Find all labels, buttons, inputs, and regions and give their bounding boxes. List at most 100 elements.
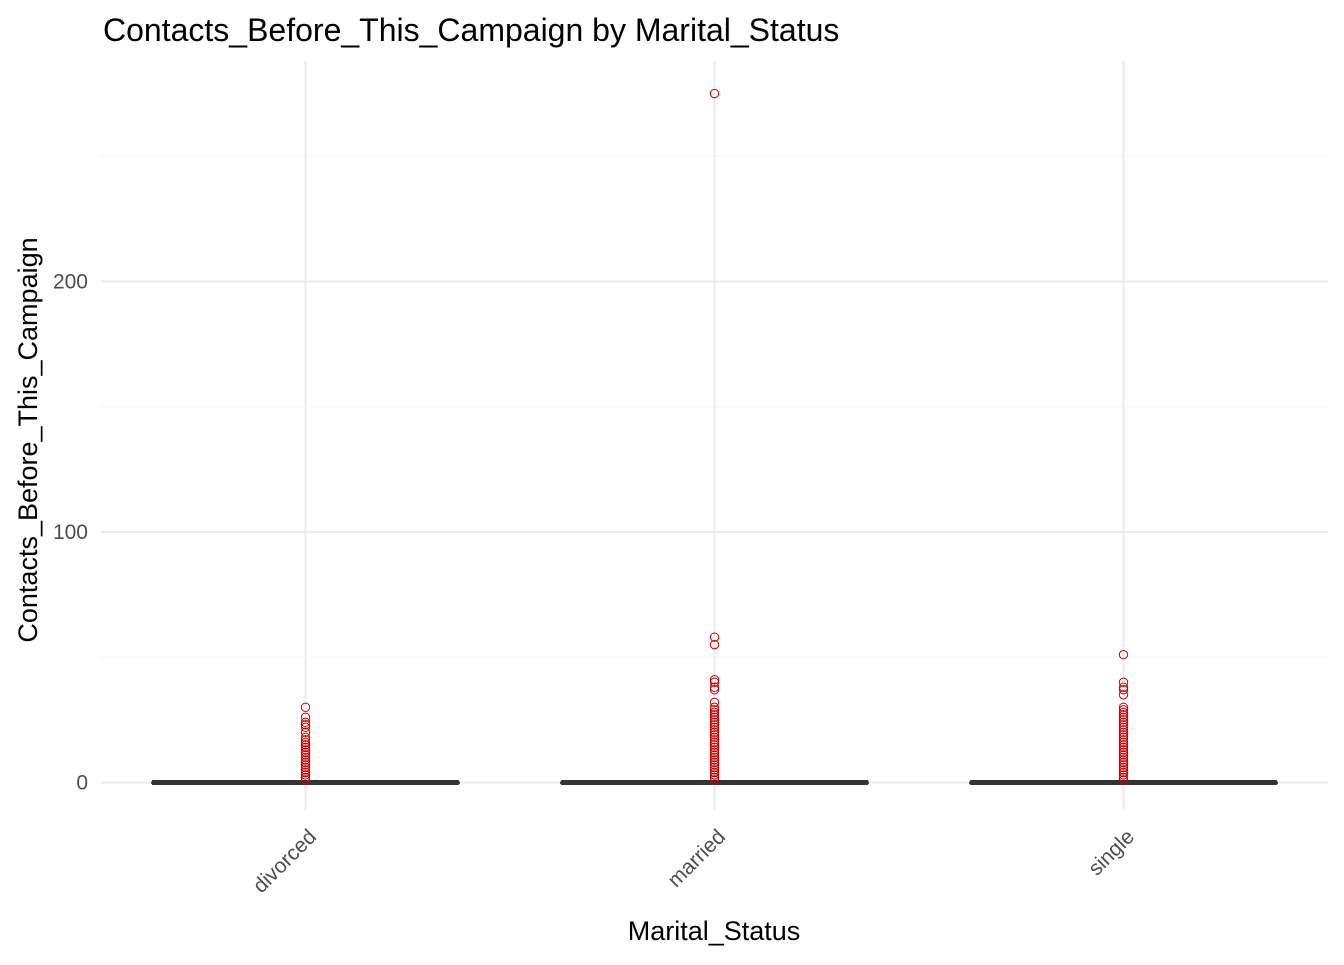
outlier-divorced-1 bbox=[300, 775, 311, 785]
outlier-divorced-13 bbox=[300, 745, 311, 755]
outlier-divorced-20 bbox=[300, 727, 311, 738]
outlier-divorced-24 bbox=[300, 717, 311, 728]
outlier-married-27 bbox=[709, 710, 720, 720]
outlier-single-7 bbox=[1118, 760, 1129, 770]
y-tick-label-100: 100 bbox=[53, 521, 88, 544]
outlier-divorced-22 bbox=[300, 722, 311, 733]
outlier-married-9 bbox=[709, 755, 720, 765]
outliers bbox=[300, 88, 1129, 785]
outlier-single-40 bbox=[1118, 677, 1129, 687]
outlier-single-35 bbox=[1118, 690, 1129, 700]
outlier-married-29 bbox=[709, 705, 720, 715]
outlier-divorced-7 bbox=[300, 760, 311, 770]
x-tick-label-single: single bbox=[1084, 825, 1139, 880]
outlier-single-21 bbox=[1118, 725, 1129, 735]
outlier-married-5 bbox=[709, 765, 720, 775]
outlier-single-14 bbox=[1118, 742, 1129, 753]
outlier-married-8 bbox=[709, 757, 720, 768]
outlier-single-24 bbox=[1118, 717, 1129, 728]
outlier-married-13 bbox=[709, 745, 720, 755]
outlier-married-7 bbox=[709, 760, 720, 770]
outlier-single-1 bbox=[1118, 775, 1129, 785]
outlier-divorced-5 bbox=[300, 765, 311, 775]
outlier-married-22 bbox=[709, 722, 720, 733]
outlier-single-26 bbox=[1118, 712, 1129, 723]
outlier-married-28 bbox=[709, 707, 720, 718]
outlier-married-23 bbox=[709, 720, 720, 730]
x-axis-ticks: divorced married single bbox=[249, 825, 1139, 897]
outlier-married-58 bbox=[709, 632, 720, 642]
outlier-single-30 bbox=[1118, 702, 1129, 712]
outlier-married-14 bbox=[709, 742, 720, 753]
outlier-married-17 bbox=[709, 735, 720, 745]
outlier-divorced-9 bbox=[300, 755, 311, 765]
outlier-single-10 bbox=[1118, 752, 1129, 763]
x-tick-label-married: married bbox=[663, 825, 730, 892]
outlier-single-51 bbox=[1118, 649, 1129, 660]
outlier-single-38 bbox=[1118, 682, 1129, 692]
outlier-single-13 bbox=[1118, 745, 1129, 755]
outlier-single-27 bbox=[1118, 710, 1129, 720]
outlier-married-3 bbox=[709, 770, 720, 780]
outlier-married-18 bbox=[709, 732, 720, 743]
outlier-divorced-30 bbox=[300, 702, 311, 712]
outlier-married-30 bbox=[709, 702, 720, 712]
outlier-single-18 bbox=[1118, 732, 1129, 743]
outlier-married-11 bbox=[709, 750, 720, 760]
outlier-single-9 bbox=[1118, 755, 1129, 765]
outlier-married-275 bbox=[709, 88, 720, 99]
outlier-divorced-23 bbox=[300, 720, 311, 730]
outlier-divorced-8 bbox=[300, 757, 311, 768]
outlier-married-2 bbox=[709, 772, 720, 783]
outlier-single-25 bbox=[1118, 715, 1129, 725]
outlier-single-3 bbox=[1118, 770, 1129, 780]
outlier-divorced-14 bbox=[300, 742, 311, 753]
outlier-married-40 bbox=[709, 677, 720, 687]
outlier-divorced-2 bbox=[300, 772, 311, 783]
outlier-single-11 bbox=[1118, 750, 1129, 760]
outlier-single-2 bbox=[1118, 772, 1129, 783]
outlier-divorced-11 bbox=[300, 750, 311, 760]
outlier-divorced-12 bbox=[300, 747, 311, 758]
y-tick-label-0: 0 bbox=[76, 771, 88, 794]
outlier-single-19 bbox=[1118, 730, 1129, 740]
outlier-married-26 bbox=[709, 712, 720, 723]
x-axis-title: Marital_Status bbox=[628, 916, 801, 946]
outlier-married-55 bbox=[709, 639, 720, 650]
outlier-married-32 bbox=[709, 697, 720, 707]
outlier-divorced-17 bbox=[300, 735, 311, 745]
outlier-single-16 bbox=[1118, 737, 1129, 748]
outlier-single-17 bbox=[1118, 735, 1129, 745]
outlier-married-25 bbox=[709, 715, 720, 725]
outlier-single-23 bbox=[1118, 720, 1129, 730]
outlier-divorced-26 bbox=[300, 712, 311, 723]
outlier-married-21 bbox=[709, 725, 720, 735]
outlier-single-22 bbox=[1118, 722, 1129, 733]
outlier-single-8 bbox=[1118, 757, 1129, 768]
outlier-divorced-10 bbox=[300, 752, 311, 763]
outlier-single-20 bbox=[1118, 727, 1129, 738]
outlier-married-6 bbox=[709, 762, 720, 773]
outlier-married-24 bbox=[709, 717, 720, 728]
outlier-single-6 bbox=[1118, 762, 1129, 773]
outlier-married-1 bbox=[709, 775, 720, 785]
outlier-married-16 bbox=[709, 737, 720, 748]
outlier-single-37 bbox=[1118, 685, 1129, 695]
boxes bbox=[151, 779, 1278, 785]
outlier-divorced-4 bbox=[300, 767, 311, 778]
y-axis-ticks: 0 100 200 bbox=[53, 270, 88, 794]
outlier-married-10 bbox=[709, 752, 720, 763]
outlier-married-15 bbox=[709, 740, 720, 750]
y-axis-title: Contacts_Before_This_Campaign bbox=[13, 237, 43, 642]
outlier-married-4 bbox=[709, 767, 720, 778]
outlier-single-4 bbox=[1118, 767, 1129, 778]
outlier-single-12 bbox=[1118, 747, 1129, 758]
outlier-married-20 bbox=[709, 727, 720, 738]
outlier-single-28 bbox=[1118, 707, 1129, 718]
y-tick-label-200: 200 bbox=[53, 270, 88, 293]
chart-title: Contacts_Before_This_Campaign by Marital… bbox=[103, 12, 839, 48]
outlier-married-12 bbox=[709, 747, 720, 758]
outlier-divorced-15 bbox=[300, 740, 311, 750]
